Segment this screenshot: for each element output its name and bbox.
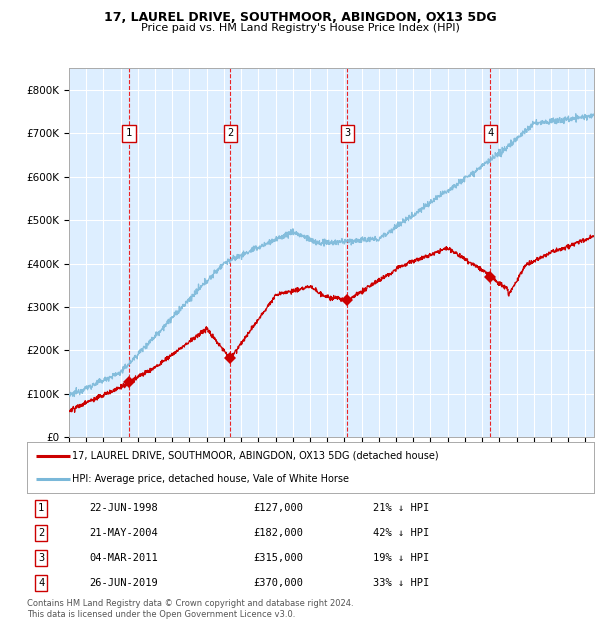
Text: £370,000: £370,000 <box>254 578 304 588</box>
Text: 42% ↓ HPI: 42% ↓ HPI <box>373 528 429 538</box>
Text: 19% ↓ HPI: 19% ↓ HPI <box>373 553 429 563</box>
Text: 3: 3 <box>38 553 44 563</box>
Text: Price paid vs. HM Land Registry's House Price Index (HPI): Price paid vs. HM Land Registry's House … <box>140 23 460 33</box>
Text: £315,000: £315,000 <box>254 553 304 563</box>
Text: £182,000: £182,000 <box>254 528 304 538</box>
Text: 2: 2 <box>38 528 44 538</box>
Text: 26-JUN-2019: 26-JUN-2019 <box>89 578 158 588</box>
Text: 21-MAY-2004: 21-MAY-2004 <box>89 528 158 538</box>
Text: 17, LAUREL DRIVE, SOUTHMOOR, ABINGDON, OX13 5DG (detached house): 17, LAUREL DRIVE, SOUTHMOOR, ABINGDON, O… <box>73 451 439 461</box>
Text: HPI: Average price, detached house, Vale of White Horse: HPI: Average price, detached house, Vale… <box>73 474 349 484</box>
Text: 21% ↓ HPI: 21% ↓ HPI <box>373 503 429 513</box>
Text: 4: 4 <box>487 128 494 138</box>
Text: 3: 3 <box>344 128 350 138</box>
Text: 1: 1 <box>38 503 44 513</box>
Text: 17, LAUREL DRIVE, SOUTHMOOR, ABINGDON, OX13 5DG: 17, LAUREL DRIVE, SOUTHMOOR, ABINGDON, O… <box>104 11 496 24</box>
Text: 2: 2 <box>227 128 233 138</box>
Text: 33% ↓ HPI: 33% ↓ HPI <box>373 578 429 588</box>
Text: 4: 4 <box>38 578 44 588</box>
Text: £127,000: £127,000 <box>254 503 304 513</box>
Text: 22-JUN-1998: 22-JUN-1998 <box>89 503 158 513</box>
Text: 04-MAR-2011: 04-MAR-2011 <box>89 553 158 563</box>
Text: 1: 1 <box>125 128 132 138</box>
Text: Contains HM Land Registry data © Crown copyright and database right 2024.
This d: Contains HM Land Registry data © Crown c… <box>27 600 353 619</box>
